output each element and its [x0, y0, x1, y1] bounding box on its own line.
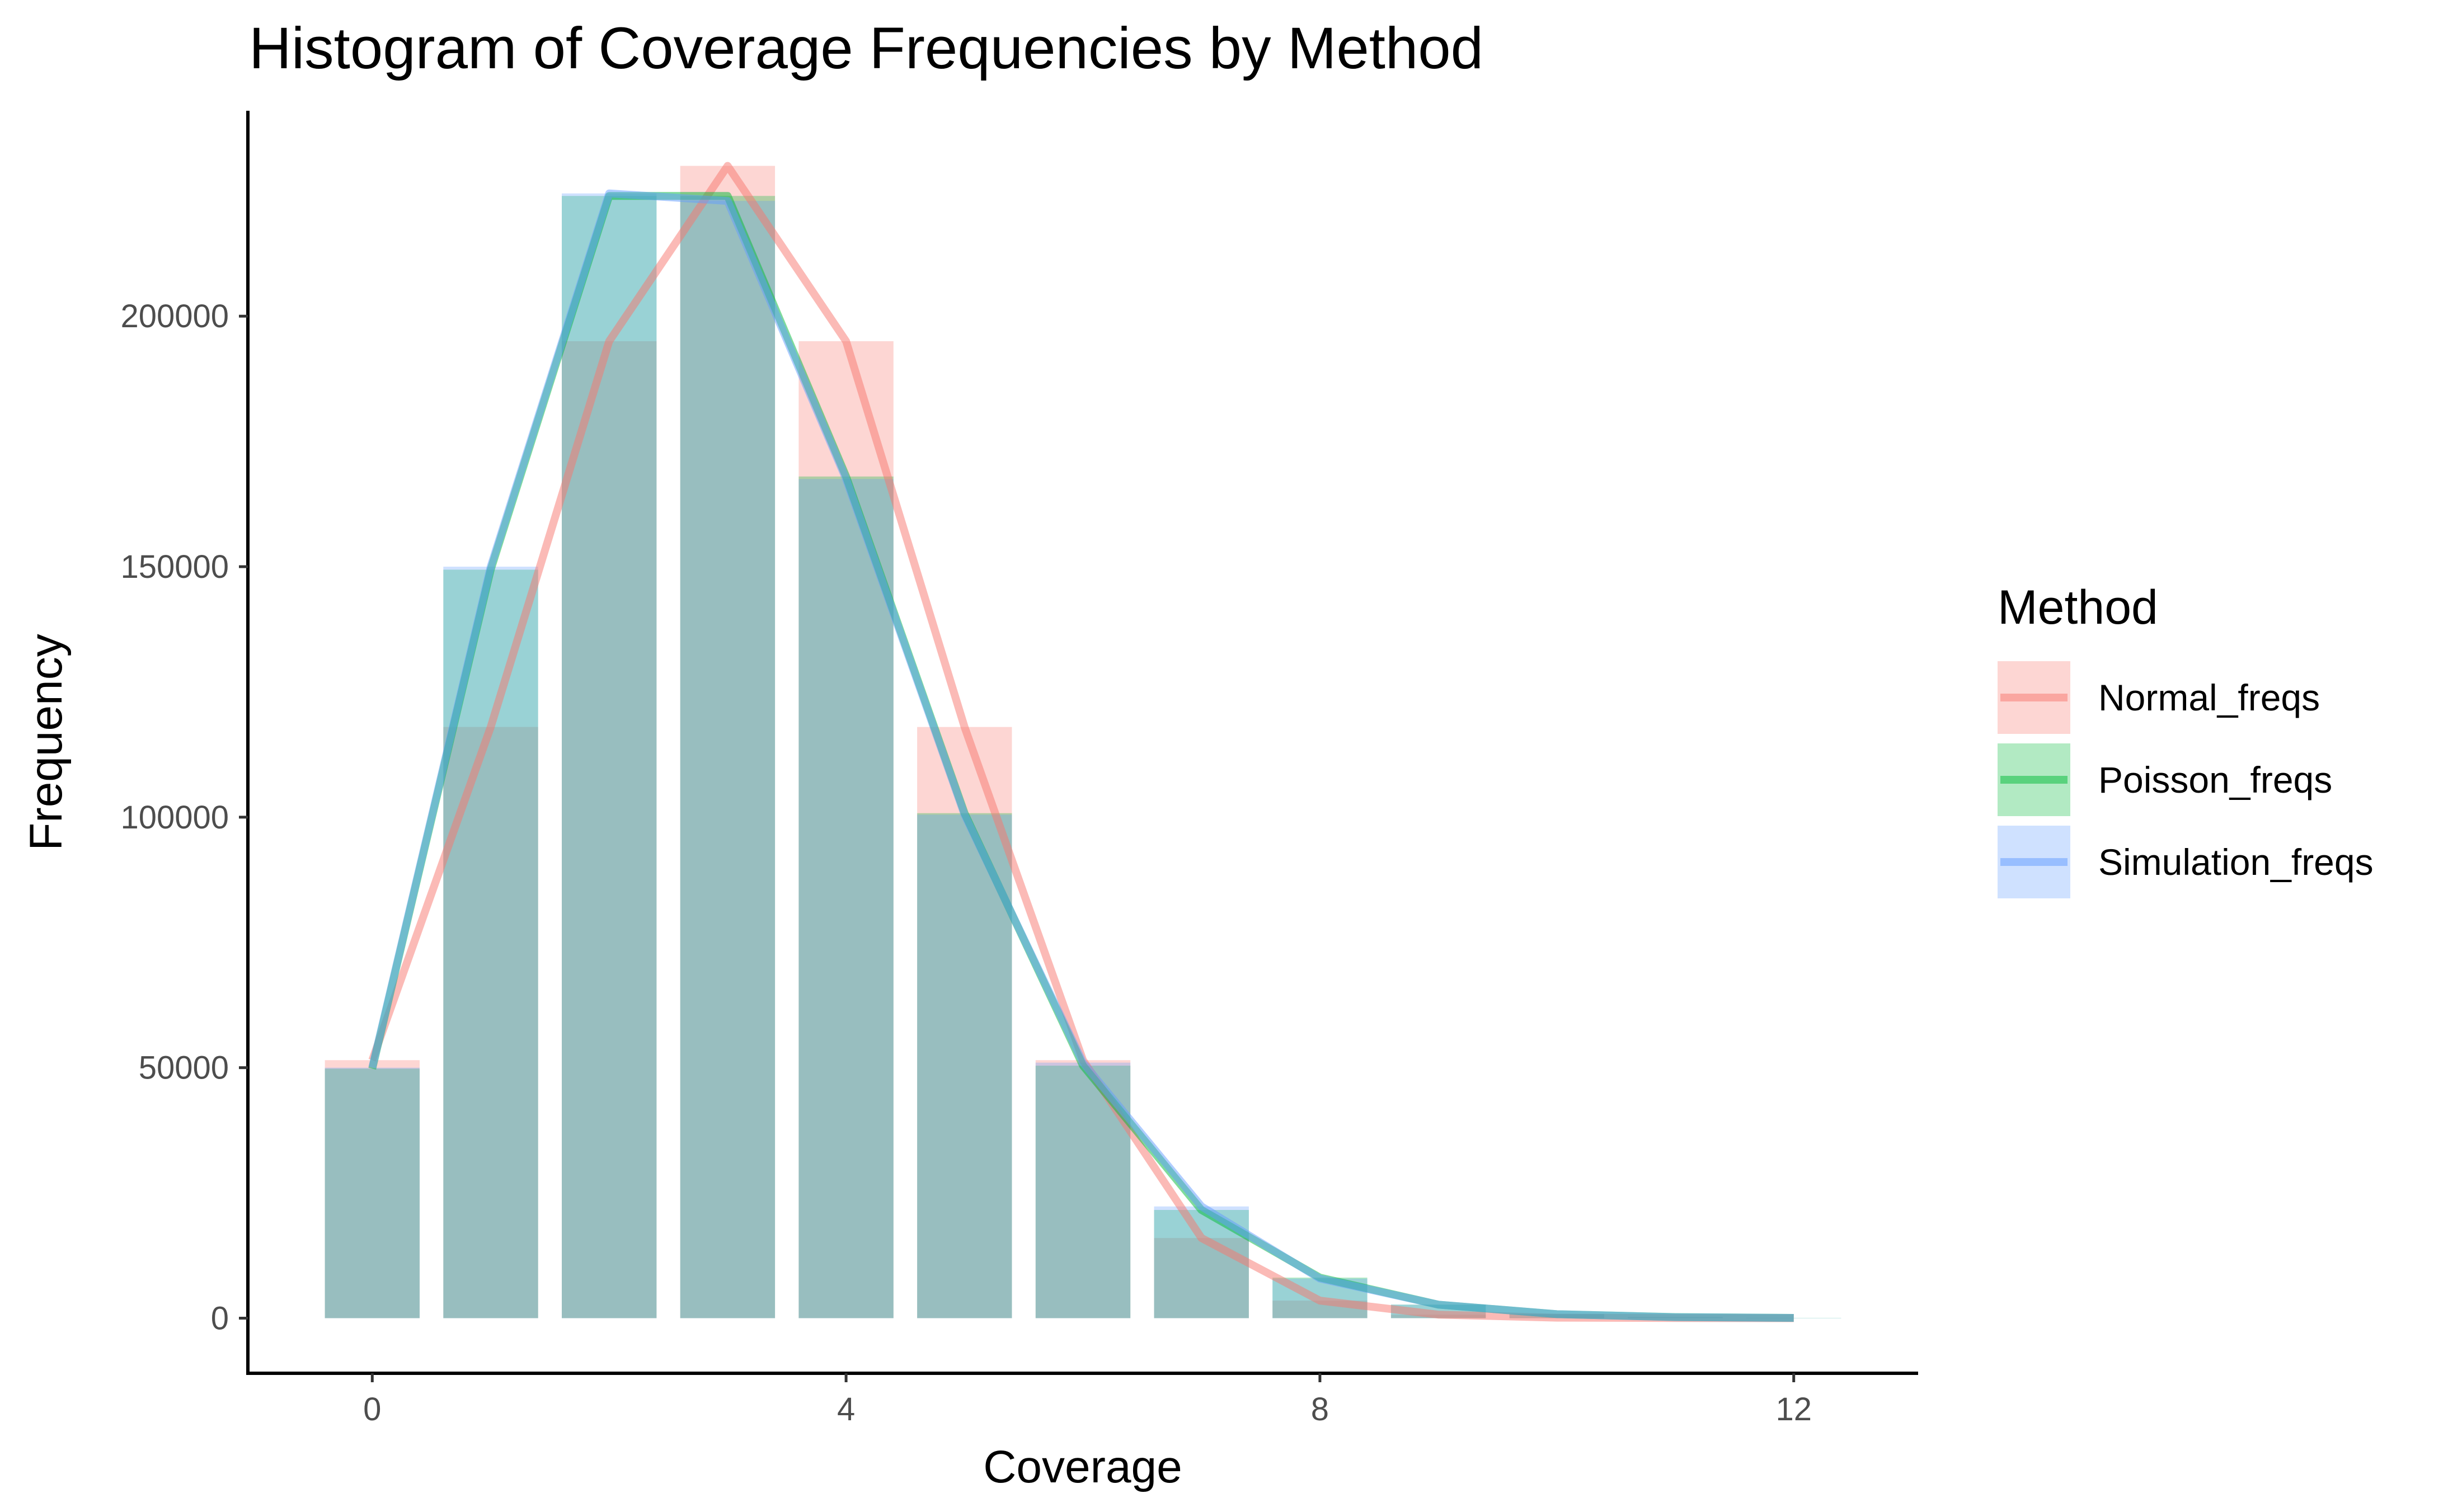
- legend-title: Method: [1998, 581, 2158, 634]
- legend-label-poisson-freqs: Poisson_freqs: [2098, 759, 2332, 800]
- legend-key-normal-freqs: Normal_freqs: [1998, 661, 2320, 734]
- bar-normal-freqs-2: [562, 341, 657, 1318]
- x-axis-ticks: 0 4 8 12: [363, 1373, 1812, 1428]
- y-axis-ticks: 0 50000 100000 150000 200000: [120, 298, 248, 1336]
- bar-simulation-freqs-2: [562, 193, 657, 1318]
- bar-poisson-freqs-0: [325, 1068, 420, 1318]
- bar-normal-freqs-4: [798, 341, 894, 1318]
- bar-simulation-freqs-1: [443, 567, 538, 1318]
- legend-key-poisson-freqs: Poisson_freqs: [1998, 743, 2332, 816]
- bar-normal-freqs-3: [680, 166, 776, 1318]
- legend-label-normal-freqs: Normal_freqs: [2098, 677, 2320, 718]
- chart-title: Histogram of Coverage Frequencies by Met…: [249, 16, 1483, 81]
- x-tick-label: 12: [1775, 1391, 1812, 1428]
- y-tick-label: 150000: [120, 549, 229, 585]
- legend-key-simulation-freqs: Simulation_freqs: [1998, 826, 2374, 898]
- y-tick-label: 100000: [120, 799, 229, 836]
- legend-label-simulation-freqs: Simulation_freqs: [2098, 841, 2374, 883]
- y-axis-title: Frequency: [21, 634, 72, 850]
- y-tick-label: 200000: [120, 298, 229, 335]
- x-tick-label: 4: [837, 1391, 855, 1428]
- bar-poisson-freqs-2: [562, 196, 657, 1318]
- bar-poisson-freqs-4: [798, 476, 894, 1318]
- y-tick-label: 0: [211, 1300, 229, 1336]
- bar-poisson-freqs-5: [917, 813, 1012, 1318]
- bar-layer: [325, 166, 1841, 1318]
- x-tick-label: 0: [363, 1391, 381, 1428]
- line-simulation-freqs: [368, 189, 1794, 1322]
- x-tick-label: 8: [1311, 1391, 1329, 1428]
- y-tick-label: 50000: [139, 1050, 229, 1086]
- bar-simulation-freqs-5: [917, 814, 1012, 1318]
- bar-simulation-freqs-0: [325, 1067, 420, 1318]
- bar-simulation-freqs-4: [798, 479, 894, 1318]
- bar-poisson-freqs-3: [680, 196, 776, 1318]
- x-axis-title: Coverage: [983, 1442, 1182, 1492]
- legend: Method Normal_freqs Poisson_freqs Simulati…: [1998, 581, 2374, 898]
- line-layer: [368, 162, 1794, 1322]
- bar-simulation-freqs-3: [680, 201, 776, 1318]
- bar-normal-freqs-0: [325, 1060, 420, 1318]
